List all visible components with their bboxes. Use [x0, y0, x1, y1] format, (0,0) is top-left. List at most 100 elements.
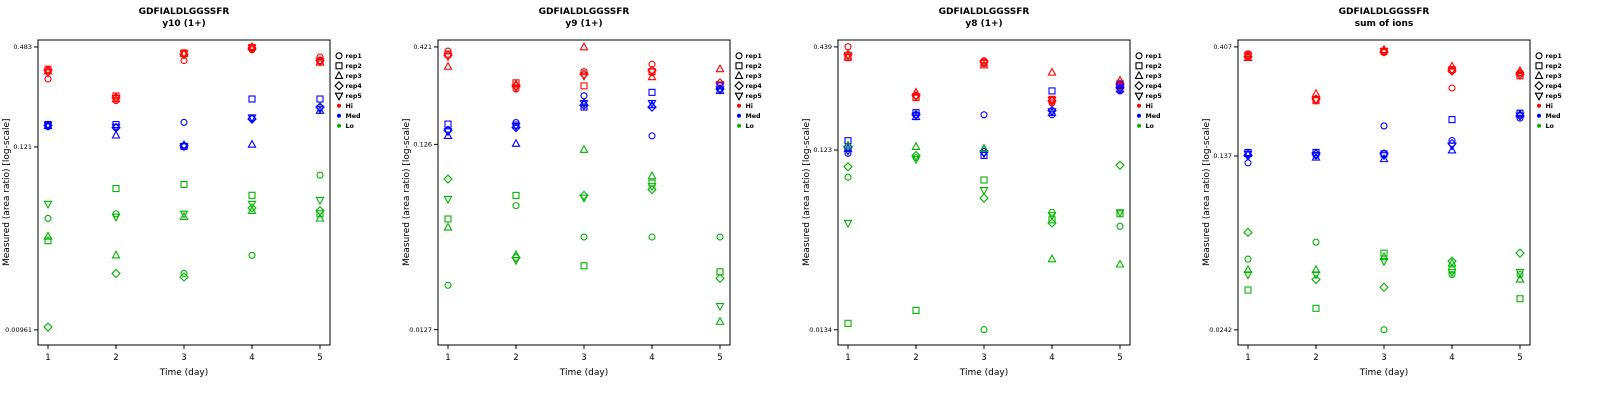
data-point-marker	[844, 173, 852, 181]
chart-subtitle: y9 (1+)	[565, 19, 603, 29]
data-point-marker	[1380, 122, 1388, 130]
data-point-marker	[980, 176, 988, 184]
data-point-marker	[735, 62, 743, 70]
data-point-marker	[1115, 209, 1125, 218]
legend-color-dot	[337, 123, 341, 128]
chart-panel-y9: GDFIALDLGGSSFR y9 (1+) Measured (area ra…	[400, 0, 800, 400]
data-point-marker	[1244, 286, 1252, 294]
data-point-marker	[179, 50, 189, 59]
data-point-marker	[1515, 71, 1525, 80]
data-point-marker	[911, 87, 921, 96]
data-point-marker	[1447, 61, 1457, 70]
data-point-marker	[1048, 87, 1056, 95]
data-point-marker	[1312, 238, 1320, 246]
data-point-marker	[1243, 150, 1253, 160]
data-point-marker	[43, 69, 53, 78]
data-point-marker	[844, 319, 852, 327]
chart-subtitle: sum of ions	[1354, 19, 1414, 29]
data-point-marker	[179, 143, 189, 152]
data-point-marker	[1047, 67, 1057, 76]
svg-text:5: 5	[1517, 353, 1522, 363]
data-point-marker	[1312, 304, 1320, 312]
data-point-marker	[1134, 81, 1144, 91]
svg-text:rep4: rep4	[746, 83, 763, 90]
data-point-marker	[1134, 92, 1144, 101]
data-point-marker	[443, 61, 453, 70]
data-point-marker	[1311, 152, 1321, 161]
data-point-marker	[1311, 88, 1321, 97]
data-point-marker	[1448, 116, 1456, 124]
data-point-marker	[248, 191, 256, 199]
svg-text:rep4: rep4	[346, 83, 363, 90]
data-point-marker	[843, 140, 853, 149]
data-point-marker	[1115, 86, 1125, 95]
data-point-marker	[911, 155, 921, 165]
legend-color-dot	[737, 123, 741, 128]
svg-text:rep5: rep5	[346, 93, 362, 100]
svg-text:1: 1	[445, 353, 450, 363]
data-point-marker	[443, 222, 453, 231]
data-point-marker	[1047, 96, 1057, 106]
data-point-marker	[715, 63, 725, 73]
data-point-marker	[315, 196, 325, 206]
svg-text:4: 4	[649, 353, 654, 363]
chart-title-peptide: GDFIALDLGGSSFR	[138, 7, 230, 17]
data-point-marker	[315, 206, 325, 216]
data-point-marker	[112, 185, 120, 193]
data-point-marker	[735, 52, 743, 60]
data-point-marker	[647, 71, 657, 81]
svg-text:4: 4	[1049, 353, 1054, 363]
data-point-marker	[443, 195, 453, 205]
data-point-marker	[911, 141, 921, 150]
svg-text:rep3: rep3	[1146, 73, 1162, 80]
svg-text:rep1: rep1	[1546, 53, 1562, 60]
data-point-marker	[1515, 274, 1525, 283]
data-point-marker	[334, 70, 344, 79]
data-point-marker	[911, 112, 921, 121]
x-axis-label: Time (day)	[559, 368, 609, 378]
svg-text:0.00961: 0.00961	[5, 326, 32, 334]
data-point-marker	[1047, 218, 1057, 228]
svg-text:0.126: 0.126	[413, 141, 432, 149]
data-point-marker	[579, 72, 589, 81]
data-point-marker	[648, 233, 656, 241]
data-point-marker	[334, 81, 344, 91]
data-point-marker	[315, 105, 325, 115]
data-point-marker	[579, 99, 589, 109]
data-point-marker	[1379, 153, 1389, 163]
svg-text:rep4: rep4	[1146, 83, 1163, 90]
data-point-marker	[579, 100, 589, 110]
data-point-marker	[1447, 256, 1457, 266]
data-point-marker	[316, 210, 324, 218]
svg-text:Lo: Lo	[1546, 123, 1555, 130]
data-point-marker	[647, 68, 657, 77]
data-point-marker	[1448, 271, 1456, 279]
data-point-marker	[511, 252, 521, 263]
data-point-marker	[1515, 65, 1525, 75]
legend-color-dot	[737, 103, 741, 108]
svg-text:0.439: 0.439	[813, 43, 832, 51]
chart-subtitle: y10 (1+)	[162, 19, 206, 29]
data-point-marker	[912, 306, 920, 314]
data-point-marker	[1048, 216, 1056, 224]
svg-text:Med: Med	[346, 113, 361, 120]
data-point-marker	[979, 193, 989, 203]
svg-text:rep3: rep3	[746, 73, 762, 80]
data-point-marker	[180, 269, 188, 278]
data-point-marker	[1448, 84, 1456, 92]
chart-panel-y10: GDFIALDLGGSSFR y10 (1+) Measured (area r…	[0, 0, 400, 400]
data-point-marker	[734, 92, 744, 101]
svg-text:0.0242: 0.0242	[1209, 326, 1232, 334]
data-point-marker	[1311, 274, 1321, 285]
data-point-marker	[1047, 254, 1057, 263]
data-point-marker	[444, 215, 452, 223]
x-axis-label: Time (day)	[1359, 368, 1409, 378]
data-point-marker	[1379, 48, 1389, 57]
data-point-marker	[1116, 222, 1124, 230]
data-point-marker	[843, 52, 853, 61]
data-point-marker	[1516, 271, 1524, 279]
svg-text:Hi: Hi	[346, 103, 353, 110]
data-point-marker	[580, 103, 588, 111]
chart-title-peptide: GDFIALDLGGSSFR	[1338, 7, 1430, 17]
data-point-marker	[1115, 259, 1125, 268]
